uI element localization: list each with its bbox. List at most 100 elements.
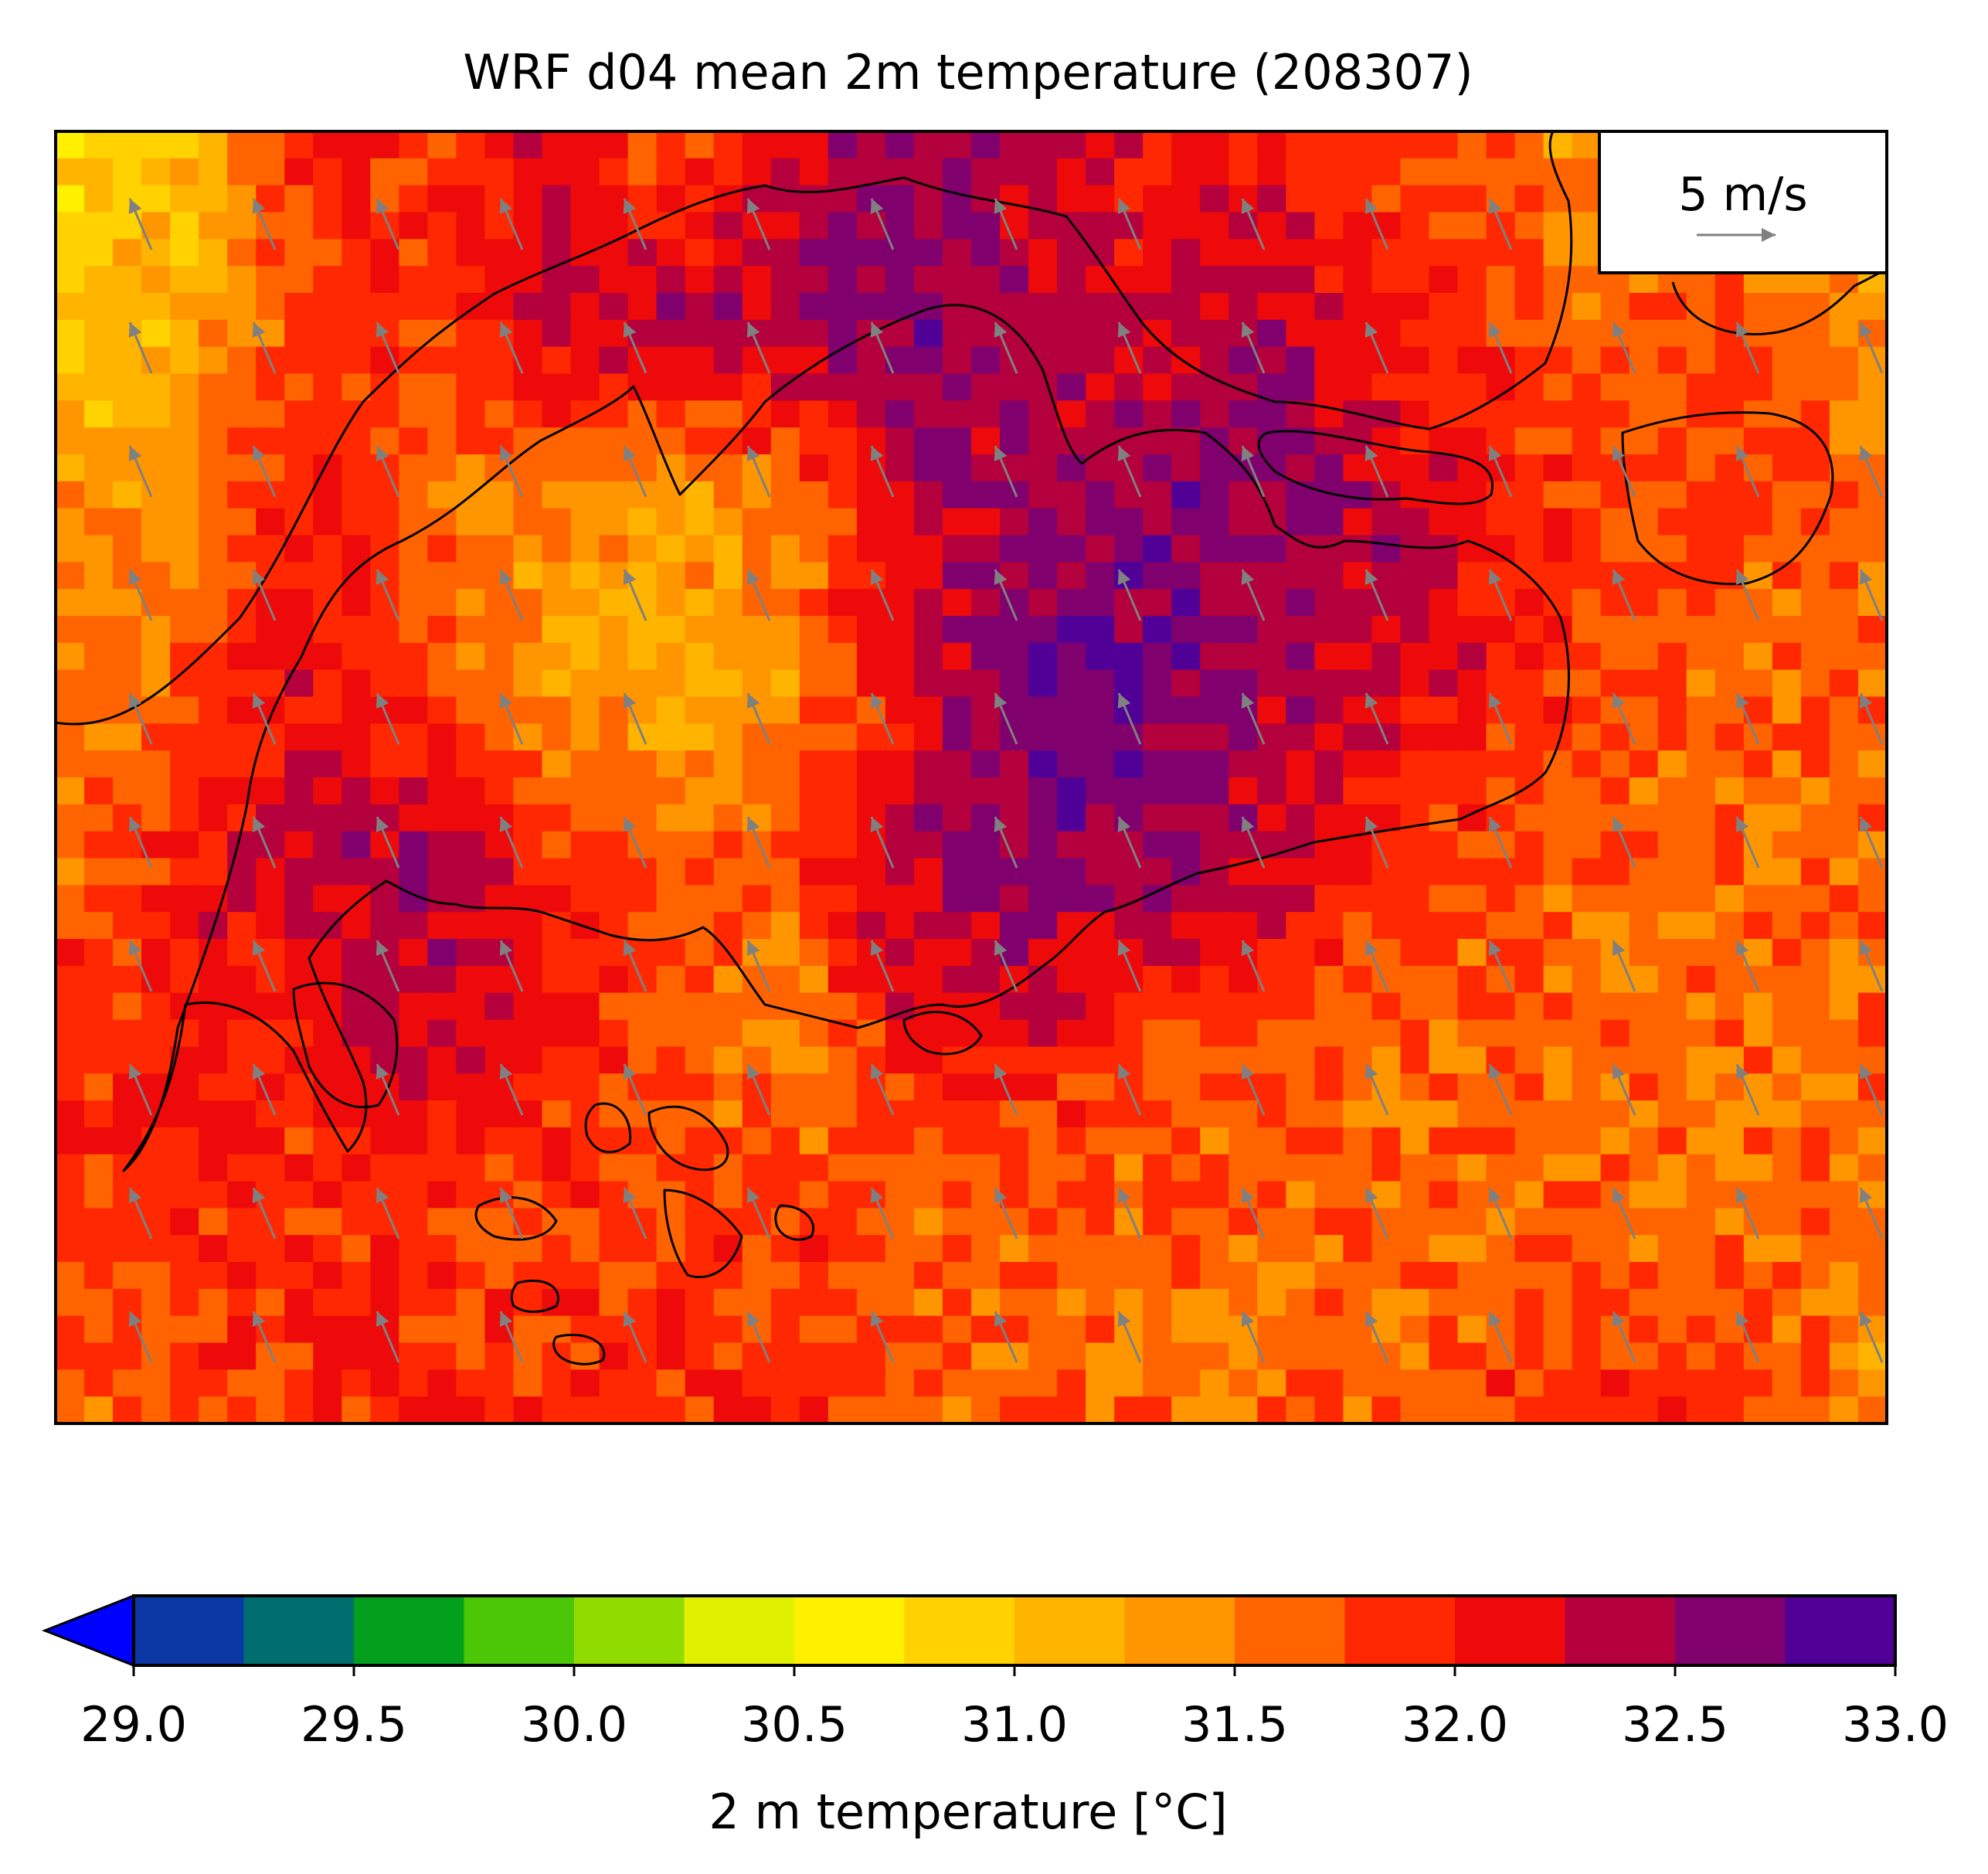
heatmap-cell — [799, 1181, 829, 1209]
heatmap-cell — [1514, 1154, 1545, 1182]
heatmap-cell — [885, 1181, 915, 1209]
heatmap-cell — [542, 1235, 572, 1263]
heatmap-cell — [1200, 508, 1229, 536]
heatmap-cell — [84, 185, 114, 213]
heatmap-cell — [713, 965, 743, 994]
heatmap-cell — [1457, 642, 1487, 671]
heatmap-cell — [1514, 1315, 1545, 1344]
heatmap-cell — [56, 562, 85, 590]
heatmap-cell — [856, 616, 886, 644]
heatmap-cell — [971, 750, 1001, 778]
heatmap-cell — [141, 1181, 171, 1209]
heatmap-cell — [399, 965, 429, 994]
heatmap-cell — [827, 1046, 858, 1074]
heatmap-cell — [1429, 1208, 1459, 1236]
wind-arrow — [1488, 1311, 1513, 1363]
heatmap-cell — [1400, 239, 1430, 267]
heatmap-cell — [370, 965, 399, 994]
heatmap-cell — [913, 1288, 943, 1317]
heatmap-cell — [170, 481, 199, 509]
heatmap-cell — [913, 804, 943, 832]
heatmap-cell — [113, 400, 142, 428]
heatmap-cell — [713, 616, 743, 644]
heatmap-cell — [1543, 750, 1573, 778]
heatmap-cell — [570, 1315, 600, 1344]
heatmap-cell — [1457, 427, 1487, 455]
heatmap-cell — [799, 427, 829, 455]
heatmap-cell — [113, 939, 142, 967]
heatmap-cell — [399, 454, 429, 482]
heatmap-cell — [141, 804, 171, 832]
heatmap-cell — [599, 212, 629, 240]
heatmap-cell — [1714, 750, 1745, 778]
wind-arrow — [1488, 940, 1513, 992]
heatmap-cell — [1743, 885, 1773, 913]
wind-arrow — [1241, 692, 1266, 745]
wind-arrow — [1241, 569, 1266, 621]
heatmap-cell — [1686, 696, 1716, 724]
heatmap-cell — [1314, 562, 1344, 590]
heatmap-cell — [1200, 1315, 1229, 1344]
heatmap-cell — [913, 939, 943, 967]
heatmap-cell — [1371, 1046, 1402, 1074]
heatmap-cell — [1857, 589, 1887, 617]
heatmap-cell — [770, 1181, 800, 1209]
heatmap-cell — [1829, 1288, 1859, 1317]
heatmap-cell — [1171, 1288, 1201, 1317]
heatmap-cell — [1457, 1288, 1487, 1317]
heatmap-cell — [1514, 992, 1545, 1021]
heatmap-cell — [1086, 212, 1115, 240]
heatmap-cell — [799, 885, 829, 913]
heatmap-cell — [227, 454, 257, 482]
heatmap-cell — [1200, 481, 1229, 509]
heatmap-cell — [1800, 750, 1830, 778]
wind-arrow — [1488, 569, 1513, 621]
heatmap-cell — [1772, 454, 1802, 482]
wind-arrow — [128, 445, 153, 498]
heatmap-cell — [1086, 589, 1115, 617]
heatmap-cell — [1114, 1154, 1144, 1182]
heatmap-cell — [1429, 293, 1459, 321]
map-frame — [54, 130, 1888, 1425]
wind-arrow — [623, 1063, 647, 1116]
heatmap-cell — [885, 454, 915, 482]
heatmap-cell — [799, 669, 829, 698]
heatmap-cell — [1057, 1046, 1086, 1074]
heatmap-cell — [84, 239, 114, 267]
heatmap-cell — [399, 589, 429, 617]
heatmap-cell — [113, 239, 142, 267]
heatmap-cell — [827, 750, 858, 778]
heatmap-cell — [913, 158, 943, 186]
heatmap-cell — [856, 831, 886, 859]
heatmap-cell — [84, 1100, 114, 1128]
heatmap-cell — [399, 1288, 429, 1317]
heatmap-cell — [742, 373, 772, 401]
heatmap-cell — [1657, 696, 1687, 724]
heatmap-cell — [399, 1315, 429, 1344]
heatmap-cell — [656, 535, 686, 563]
heatmap-cell — [113, 885, 142, 913]
heatmap-cell — [599, 400, 629, 428]
colorbar-label: 2 m temperature [°C] — [709, 1784, 1227, 1840]
heatmap-cell — [1400, 1369, 1430, 1397]
heatmap-cell — [1371, 1019, 1402, 1047]
heatmap-cell — [1457, 696, 1487, 724]
heatmap-cell — [1686, 992, 1716, 1021]
heatmap-cell — [1028, 1342, 1058, 1370]
heatmap-cell — [1457, 454, 1487, 482]
heatmap-cell — [1257, 642, 1286, 671]
heatmap-cell — [1114, 1262, 1144, 1290]
heatmap-cell — [84, 1046, 114, 1074]
heatmap-cell — [1028, 1073, 1058, 1101]
heatmap-cell — [1400, 1262, 1430, 1290]
heatmap-cell — [1143, 804, 1172, 832]
heatmap-cell — [1343, 669, 1373, 698]
heatmap-cell — [971, 831, 1001, 859]
heatmap-cell — [1572, 992, 1602, 1021]
coastline-southern-islands-6 — [510, 1279, 559, 1313]
heatmap-cell — [856, 400, 886, 428]
wind-arrow — [252, 1187, 277, 1240]
heatmap-cell — [1171, 239, 1201, 267]
heatmap-cell — [313, 1208, 342, 1236]
heatmap-cell — [1057, 885, 1086, 913]
